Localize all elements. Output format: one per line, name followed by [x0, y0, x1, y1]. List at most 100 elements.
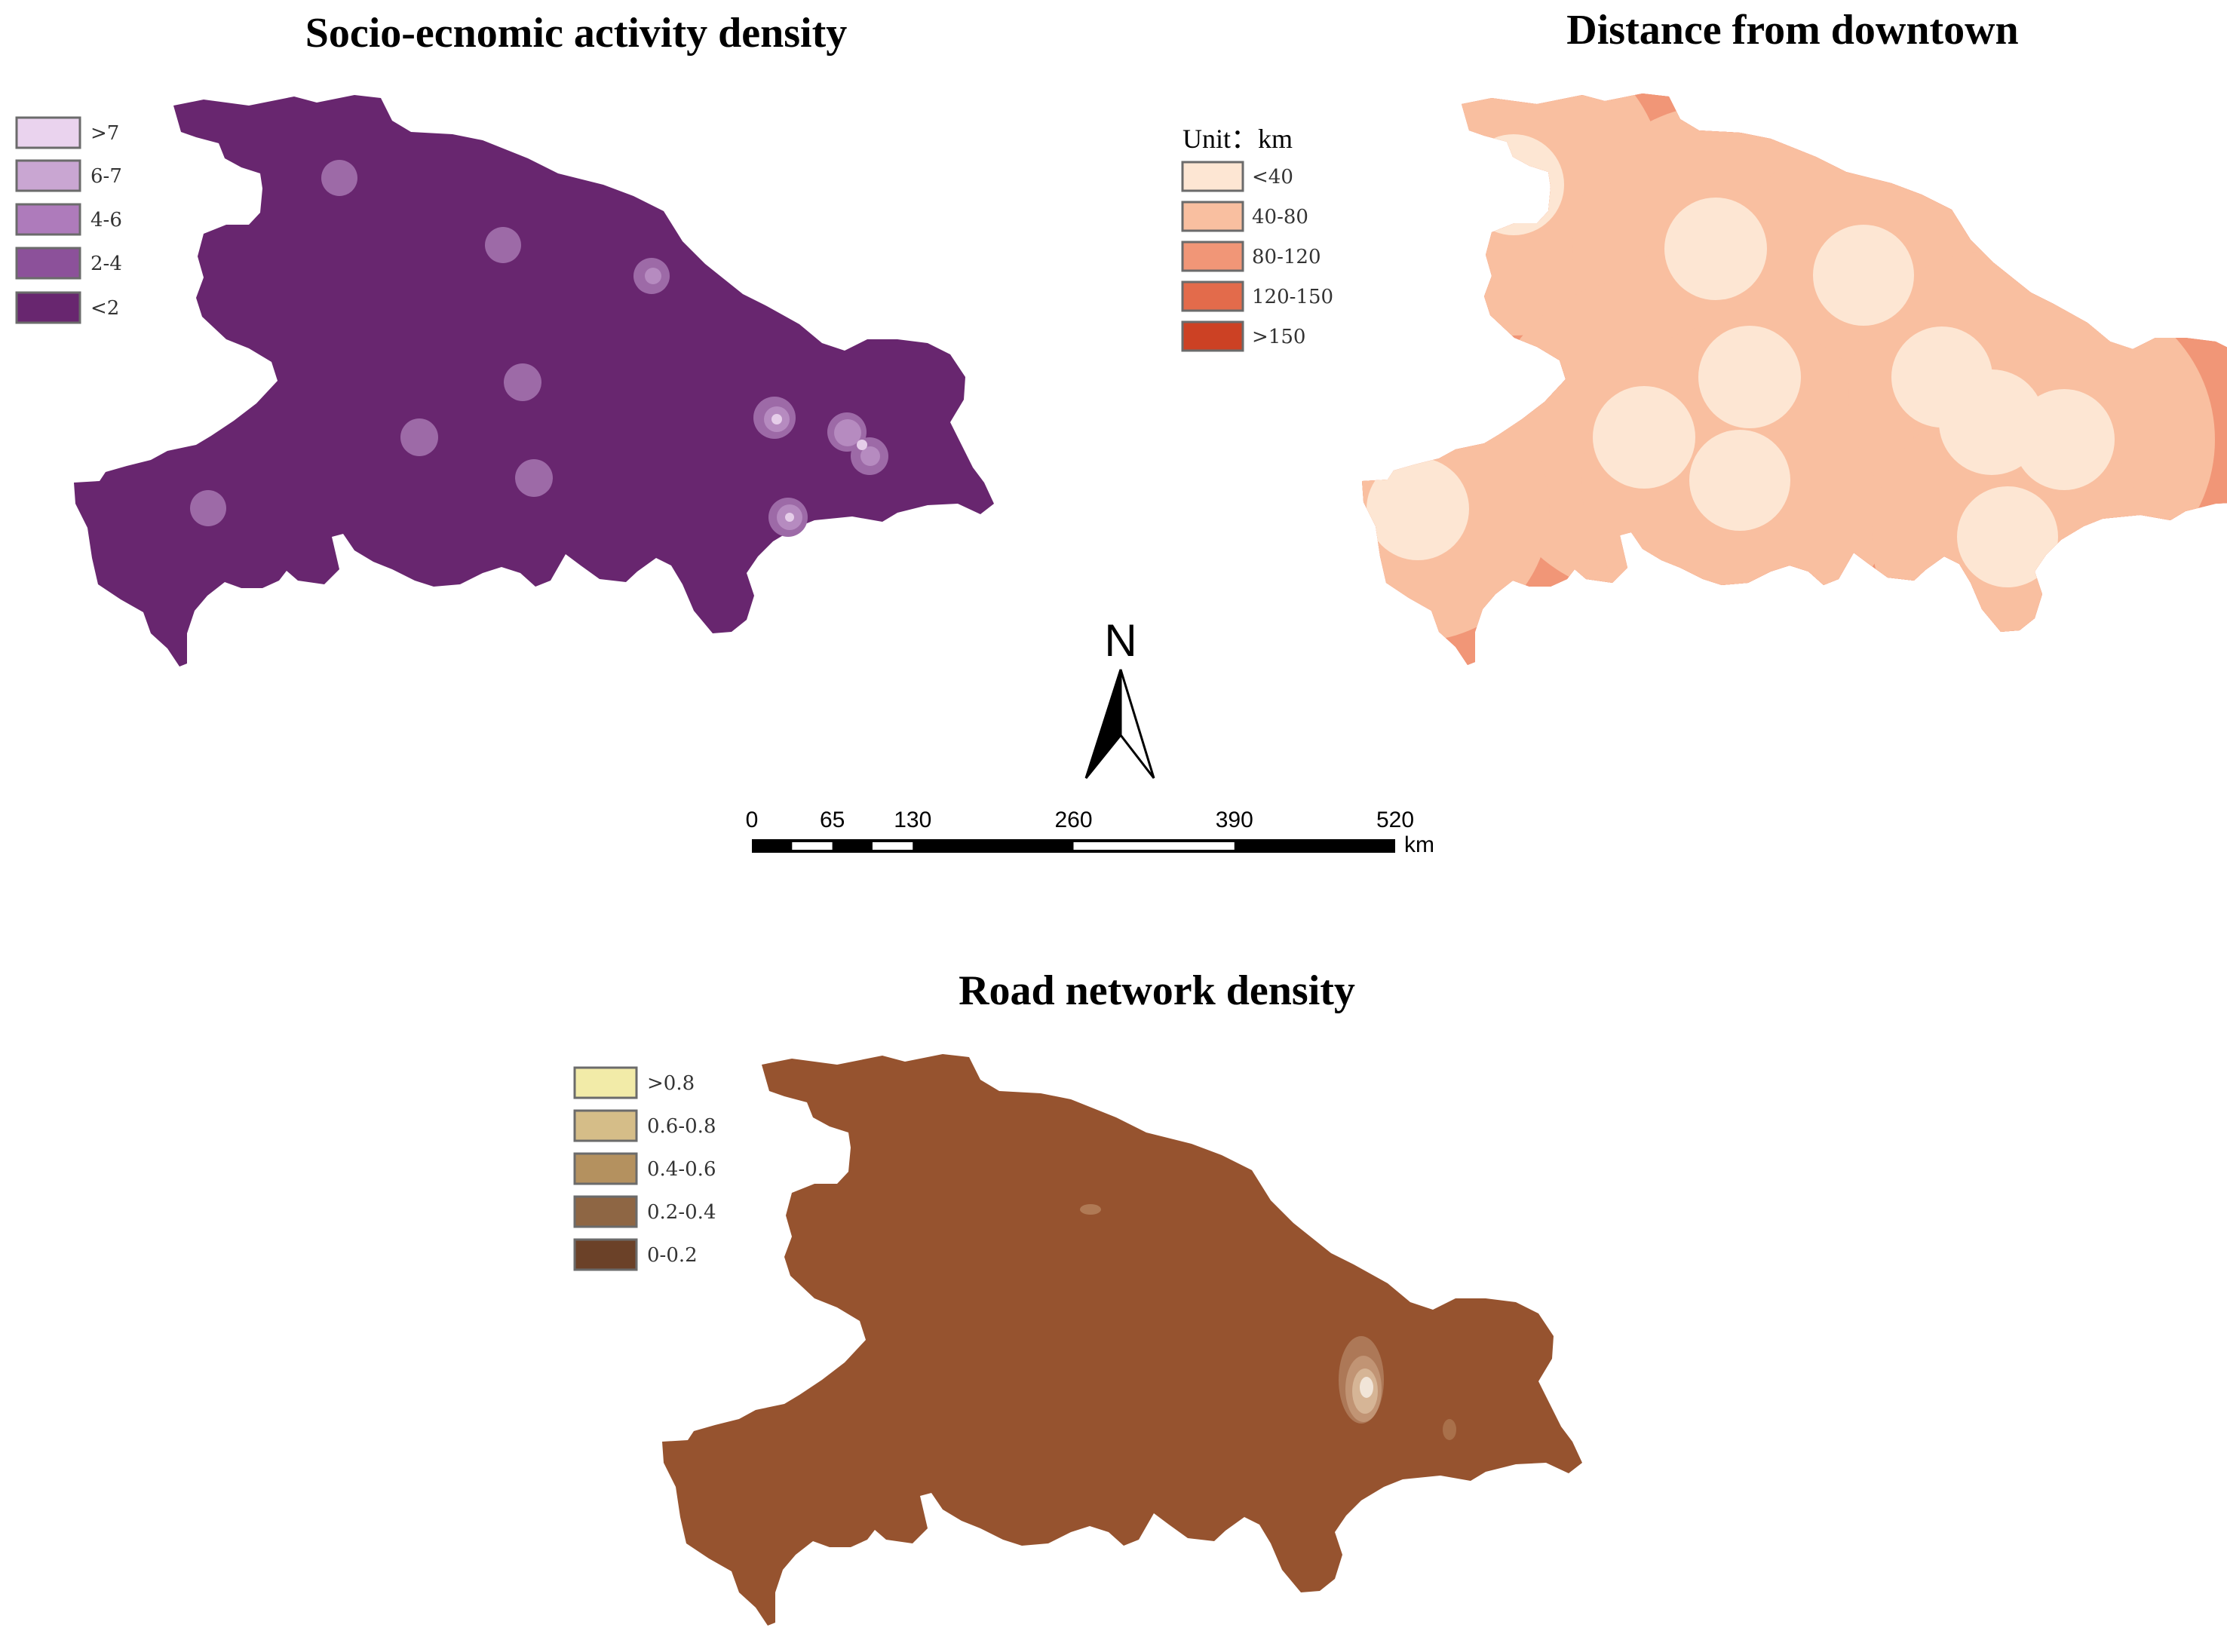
road-legend-item: >0.8	[573, 1066, 695, 1099]
road-legend: >0.8 0.6-0.8 0.4-0.6 0.2-0.4 0-0.2	[573, 1066, 716, 1271]
north-arrow-label: N	[1104, 615, 1137, 666]
socio-legend-label: <2	[90, 297, 119, 320]
north-arrow: N	[1084, 615, 1155, 779]
distance-legend-swatch	[1181, 241, 1244, 272]
socio-legend-item: >7	[15, 116, 119, 149]
scale-bar: 0 65 130 260 390 520 km	[746, 808, 1434, 857]
socio-legend-swatch	[15, 159, 81, 192]
distance-legend-item: >150	[1181, 320, 1305, 352]
scale-bar-tick-label: 0	[746, 808, 759, 832]
distance-unit-label: Unit：km	[1183, 124, 1293, 154]
socio-legend-item: <2	[15, 291, 119, 324]
scale-bar-tick-label: 520	[1376, 808, 1414, 832]
distance-map-title: Distance from downtown	[1566, 7, 2018, 54]
road-legend-label: 0.6-0.8	[647, 1115, 716, 1138]
scale-bar-segment	[792, 842, 833, 850]
socio-legend-item: 2-4	[15, 247, 122, 280]
density-hotspot	[190, 490, 226, 526]
distance-legend-swatch	[1181, 201, 1244, 232]
socio-legend-swatch	[15, 203, 81, 236]
distance-map-panel: Distance from downtown Unit：km <40 40-80…	[1181, 7, 2227, 665]
density-core	[645, 268, 661, 284]
road-legend-label: 0-0.2	[647, 1244, 698, 1267]
road-density-patch	[1443, 1419, 1456, 1440]
road-province-shape	[662, 1054, 1582, 1626]
distance-legend-item: <40	[1181, 161, 1293, 192]
distance-legend-label: 80-120	[1252, 246, 1321, 268]
socio-legend-label: 2-4	[90, 253, 122, 275]
distance-core	[2014, 389, 2115, 490]
socio-map-title: Socio-ecnomic activity density	[305, 10, 848, 57]
socio-map-panel: Socio-ecnomic activity density >7 6-7 4-…	[15, 10, 994, 667]
distance-legend-label: <40	[1252, 166, 1293, 188]
road-province-map	[662, 1054, 1582, 1626]
distance-province-map	[1362, 93, 2227, 665]
scale-bar-tick-label: 130	[894, 808, 931, 832]
distance-legend-item: 40-80	[1181, 201, 1308, 232]
distance-legend-swatch	[1181, 280, 1244, 312]
scale-bar-tick-label: 390	[1216, 808, 1253, 832]
road-legend-item: 0.2-0.4	[573, 1195, 716, 1228]
density-peak	[857, 440, 867, 450]
distance-legend-label: 40-80	[1252, 206, 1308, 228]
distance-legend: Unit：km <40 40-80 80-120 120-150 >150	[1181, 124, 1333, 352]
road-legend-item: 0-0.2	[573, 1238, 698, 1271]
socio-legend: >7 6-7 4-6 2-4 <2	[15, 116, 122, 324]
road-legend-swatch	[573, 1066, 638, 1099]
scale-bar-tick-label: 260	[1054, 808, 1092, 832]
distance-legend-label: 120-150	[1252, 286, 1333, 308]
distance-core	[1689, 430, 1790, 531]
road-legend-item: 0.4-0.6	[573, 1152, 716, 1185]
socio-legend-item: 6-7	[15, 159, 122, 192]
north-arrow-right-half	[1119, 669, 1155, 779]
distance-core	[1813, 225, 1914, 326]
road-density-patch	[1080, 1204, 1101, 1215]
scale-bar-segment	[1073, 842, 1235, 850]
distance-core	[1664, 198, 1767, 300]
road-legend-label: 0.4-0.6	[647, 1158, 716, 1181]
distance-legend-item: 120-150	[1181, 280, 1333, 312]
distance-legend-item: 80-120	[1181, 241, 1321, 272]
distance-legend-swatch	[1181, 320, 1244, 352]
road-legend-swatch	[573, 1109, 638, 1142]
distance-core	[1593, 386, 1695, 489]
north-arrow-left-half	[1084, 669, 1122, 779]
distance-legend-swatch	[1181, 161, 1244, 192]
distance-zone-under-40	[1367, 134, 2115, 587]
density-core	[860, 446, 880, 466]
road-density-zone	[1360, 1377, 1373, 1398]
density-peak	[771, 414, 782, 424]
socio-density-peaks	[771, 414, 867, 522]
road-map-title: Road network density	[959, 967, 1355, 1014]
socio-legend-label: >7	[90, 122, 119, 145]
socio-legend-swatch	[15, 291, 81, 324]
road-legend-label: >0.8	[647, 1072, 695, 1095]
socio-legend-swatch	[15, 247, 81, 280]
road-map-panel: Road network density >0.8 0.6-0.8 0.4-0.…	[573, 967, 1582, 1626]
density-hotspot	[515, 459, 553, 497]
density-hotspot	[504, 363, 541, 401]
distance-core	[1463, 134, 1564, 235]
distance-core	[1698, 326, 1801, 428]
density-hotspot	[321, 160, 357, 196]
scale-bar-unit: km	[1404, 832, 1434, 857]
scale-bar-ticks: 0 65 130 260 390 520	[746, 808, 1414, 832]
socio-legend-label: 4-6	[90, 209, 122, 231]
road-legend-item: 0.6-0.8	[573, 1109, 716, 1142]
density-peak	[785, 513, 794, 522]
socio-province-map	[74, 95, 994, 667]
density-hotspot	[485, 227, 521, 263]
density-hotspot	[400, 418, 438, 456]
scale-bar-tick-label: 65	[820, 808, 845, 832]
road-legend-swatch	[573, 1152, 638, 1185]
socio-legend-label: 6-7	[90, 165, 122, 188]
road-legend-swatch	[573, 1238, 638, 1271]
scale-bar-segments	[752, 839, 1395, 853]
scale-bar-segment	[872, 842, 913, 850]
socio-legend-swatch	[15, 116, 81, 149]
road-legend-swatch	[573, 1195, 638, 1228]
density-core	[834, 419, 861, 446]
socio-legend-item: 4-6	[15, 203, 122, 236]
road-legend-label: 0.2-0.4	[647, 1201, 716, 1224]
